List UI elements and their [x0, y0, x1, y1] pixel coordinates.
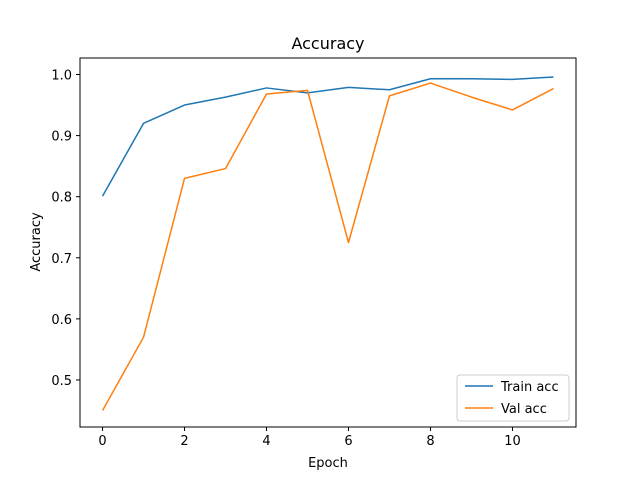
y-tick-label: 0.9 — [51, 130, 72, 145]
x-tick-label: 8 — [426, 434, 434, 449]
series-line-train-acc — [101, 76, 554, 197]
y-tick-label: 0.6 — [51, 313, 72, 328]
plot-frame — [79, 57, 577, 428]
x-axis-ticks: 0 2 4 6 8 10 — [98, 427, 521, 449]
y-axis-ticks: 0.5 0.6 0.7 0.8 0.9 1.0 — [51, 68, 80, 389]
series-line-val-acc — [101, 82, 554, 411]
y-tick-label: 0.7 — [51, 252, 72, 267]
x-tick-label: 6 — [344, 434, 352, 449]
y-tick-label: 1.0 — [51, 68, 72, 83]
series-layer — [101, 76, 554, 411]
y-tick-label: 0.8 — [51, 191, 72, 206]
x-tick-label: 4 — [262, 434, 270, 449]
chart-title: Accuracy — [291, 34, 364, 53]
legend: Train acc Val acc — [456, 374, 570, 422]
y-tick-label: 0.5 — [51, 374, 72, 389]
x-tick-label: 2 — [180, 434, 188, 449]
legend-label-train-acc: Train acc — [500, 380, 559, 395]
x-axis-label: Epoch — [308, 456, 348, 471]
x-tick-label: 0 — [98, 434, 106, 449]
x-tick-label: 10 — [504, 434, 521, 449]
y-axis-label: Accuracy — [29, 212, 44, 272]
legend-label-val-acc: Val acc — [501, 402, 547, 417]
